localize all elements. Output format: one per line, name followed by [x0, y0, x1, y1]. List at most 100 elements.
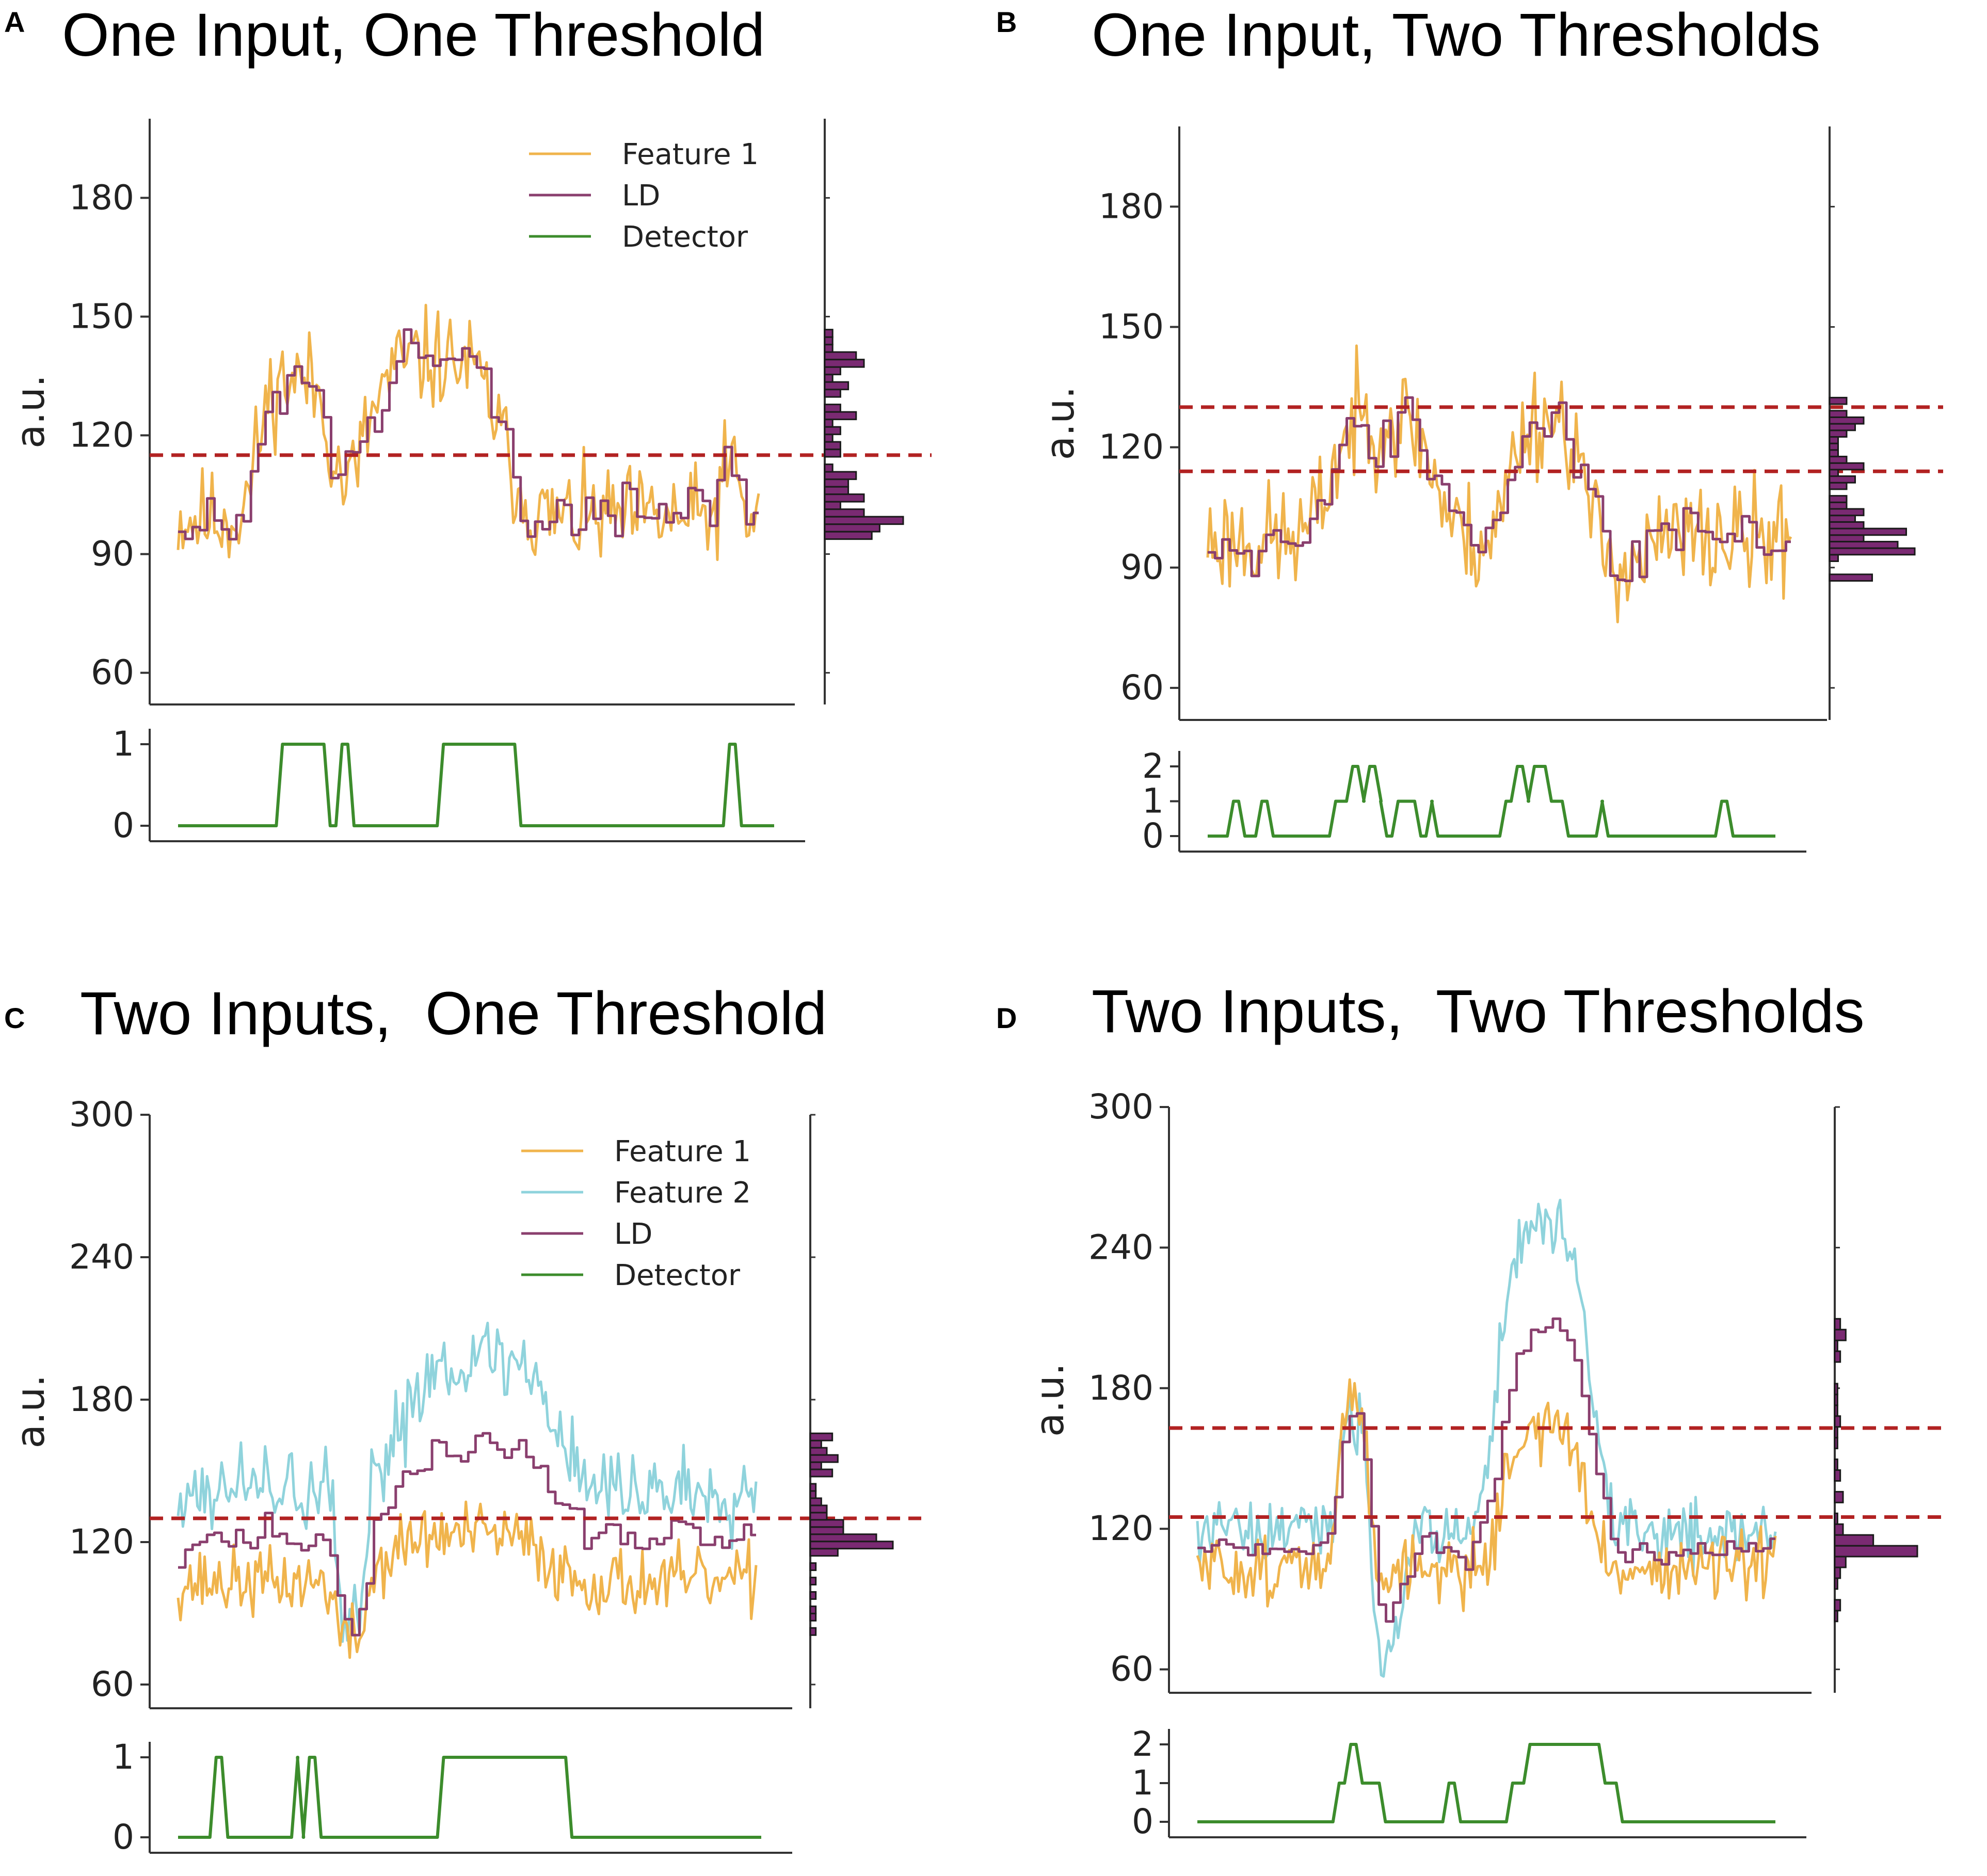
legend-label: LD: [622, 179, 660, 213]
hist-bar: [1829, 554, 1839, 562]
legend-label: Detector: [614, 1259, 741, 1292]
hist-bar: [809, 1526, 844, 1535]
hist-bar: [1834, 1566, 1841, 1579]
panel-label-a: A: [4, 6, 25, 38]
detector-series: [178, 1756, 761, 1839]
y-tick-label: 150: [1099, 307, 1164, 347]
hist-bar: [809, 1468, 834, 1478]
hist-bar: [1829, 416, 1865, 425]
detector-tick-label: 0: [1132, 1802, 1153, 1841]
hist-bar: [809, 1562, 817, 1572]
y-axis-label: a.u.: [1037, 386, 1083, 460]
detector-tick-label: 0: [113, 806, 134, 845]
hist-bar: [1834, 1523, 1844, 1536]
detector-tick-label: 2: [1142, 746, 1164, 786]
hist-bar: [1834, 1415, 1841, 1428]
feature1-series: [1206, 344, 1792, 623]
legend-label: LD: [614, 1217, 652, 1251]
hist-bar: [1829, 547, 1916, 556]
panel-c: C Two Inputs, One Threshold: [4, 980, 827, 1048]
hist-bar: [1829, 508, 1865, 517]
hist-bar: [1834, 1490, 1844, 1503]
hist-bar: [809, 1548, 839, 1557]
hist-bar: [1834, 1339, 1838, 1352]
hist-bar: [824, 501, 841, 510]
y-tick-label: 180: [1099, 186, 1164, 226]
hist-bar: [809, 1533, 877, 1543]
detector-tick-label: 1: [1142, 781, 1164, 821]
hist-bar: [1834, 1545, 1918, 1558]
hist-bar: [809, 1461, 822, 1470]
panel-d: D Two Inputs, Two Thresholds: [996, 977, 1865, 1046]
hist-bar: [809, 1447, 828, 1456]
hist-bar: [1834, 1383, 1838, 1396]
chart-a: 60 90 120 150 180 a.u. Feature 1 LD Detector 0 1: [7, 119, 932, 845]
panel-label-c: C: [4, 1002, 25, 1034]
hist-bar: [1829, 482, 1848, 490]
hist-bar: [809, 1612, 817, 1622]
detector-tick-label: 2: [1132, 1724, 1153, 1764]
chart-b: 60 90 120 150 180 a.u. 012: [1037, 126, 1943, 856]
hist-bar: [809, 1483, 817, 1492]
hist-bar: [1829, 456, 1848, 464]
hist-bar: [824, 441, 841, 451]
hist-bar: [1829, 527, 1907, 536]
panel-title-c: Two Inputs, One Threshold: [80, 980, 827, 1048]
hist-bar: [809, 1519, 844, 1528]
y-tick-label: 240: [1088, 1227, 1153, 1267]
feature1-series: [177, 1500, 758, 1659]
hist-bar: [1834, 1426, 1838, 1439]
ld-series: [178, 328, 759, 541]
detector-tick-label: 1: [113, 724, 134, 764]
hist-bar: [824, 434, 834, 443]
detector-tick-label: 1: [113, 1737, 134, 1777]
detector-tick-label: 0: [1142, 816, 1164, 856]
hist-bar: [1829, 410, 1848, 418]
hist-bar: [824, 366, 841, 376]
panel-title-b: One Input, Two Thresholds: [1092, 1, 1821, 69]
hist-bar: [809, 1605, 817, 1614]
y-axis-label: a.u.: [7, 375, 53, 448]
hist-bar: [1829, 534, 1865, 542]
hist-bar: [1829, 521, 1865, 530]
hist-bar: [824, 448, 841, 458]
ld-series: [1197, 1317, 1775, 1623]
hist-bar: [1834, 1350, 1841, 1363]
hist-bar: [809, 1497, 822, 1506]
hist-bar: [809, 1591, 817, 1600]
panel-label-d: D: [996, 1002, 1017, 1034]
hist-bar: [824, 516, 904, 525]
ld-series: [1208, 396, 1791, 582]
hist-bar: [1829, 423, 1856, 431]
y-axis-label: a.u.: [7, 1374, 53, 1448]
hist-bar: [824, 374, 834, 383]
hist-bar: [1829, 573, 1873, 582]
hist-bar: [809, 1504, 828, 1514]
hist-bar: [824, 404, 841, 413]
y-tick-label: 150: [69, 296, 134, 336]
hist-bar: [824, 336, 834, 346]
hist-bar: [1834, 1318, 1841, 1330]
legend-label: Feature 1: [622, 138, 759, 171]
hist-bar: [824, 478, 850, 488]
hist-bar: [1829, 469, 1839, 477]
hist-bar: [824, 523, 880, 533]
panel-title-d: Two Inputs, Two Thresholds: [1092, 977, 1865, 1046]
hist-bar: [1829, 462, 1865, 471]
chart-d: 60 120 180 240 300 a.u. 012: [1027, 1087, 1946, 1841]
hist-bar: [809, 1490, 817, 1499]
y-tick-label: 60: [1120, 668, 1164, 708]
hist-bar: [809, 1454, 839, 1463]
y-tick-label: 300: [69, 1095, 134, 1134]
hist-bar: [1834, 1610, 1838, 1623]
hist-bar: [809, 1577, 817, 1586]
hist-bar: [1829, 396, 1848, 405]
y-tick-label: 240: [69, 1237, 134, 1277]
hist-bar: [809, 1627, 817, 1636]
y-tick-label: 120: [1088, 1509, 1153, 1548]
panel-a: A One Input, One Threshold: [4, 1, 765, 69]
y-tick-label: 180: [69, 1380, 134, 1419]
y-tick-label: 60: [91, 653, 134, 693]
detector-series: [178, 743, 774, 827]
